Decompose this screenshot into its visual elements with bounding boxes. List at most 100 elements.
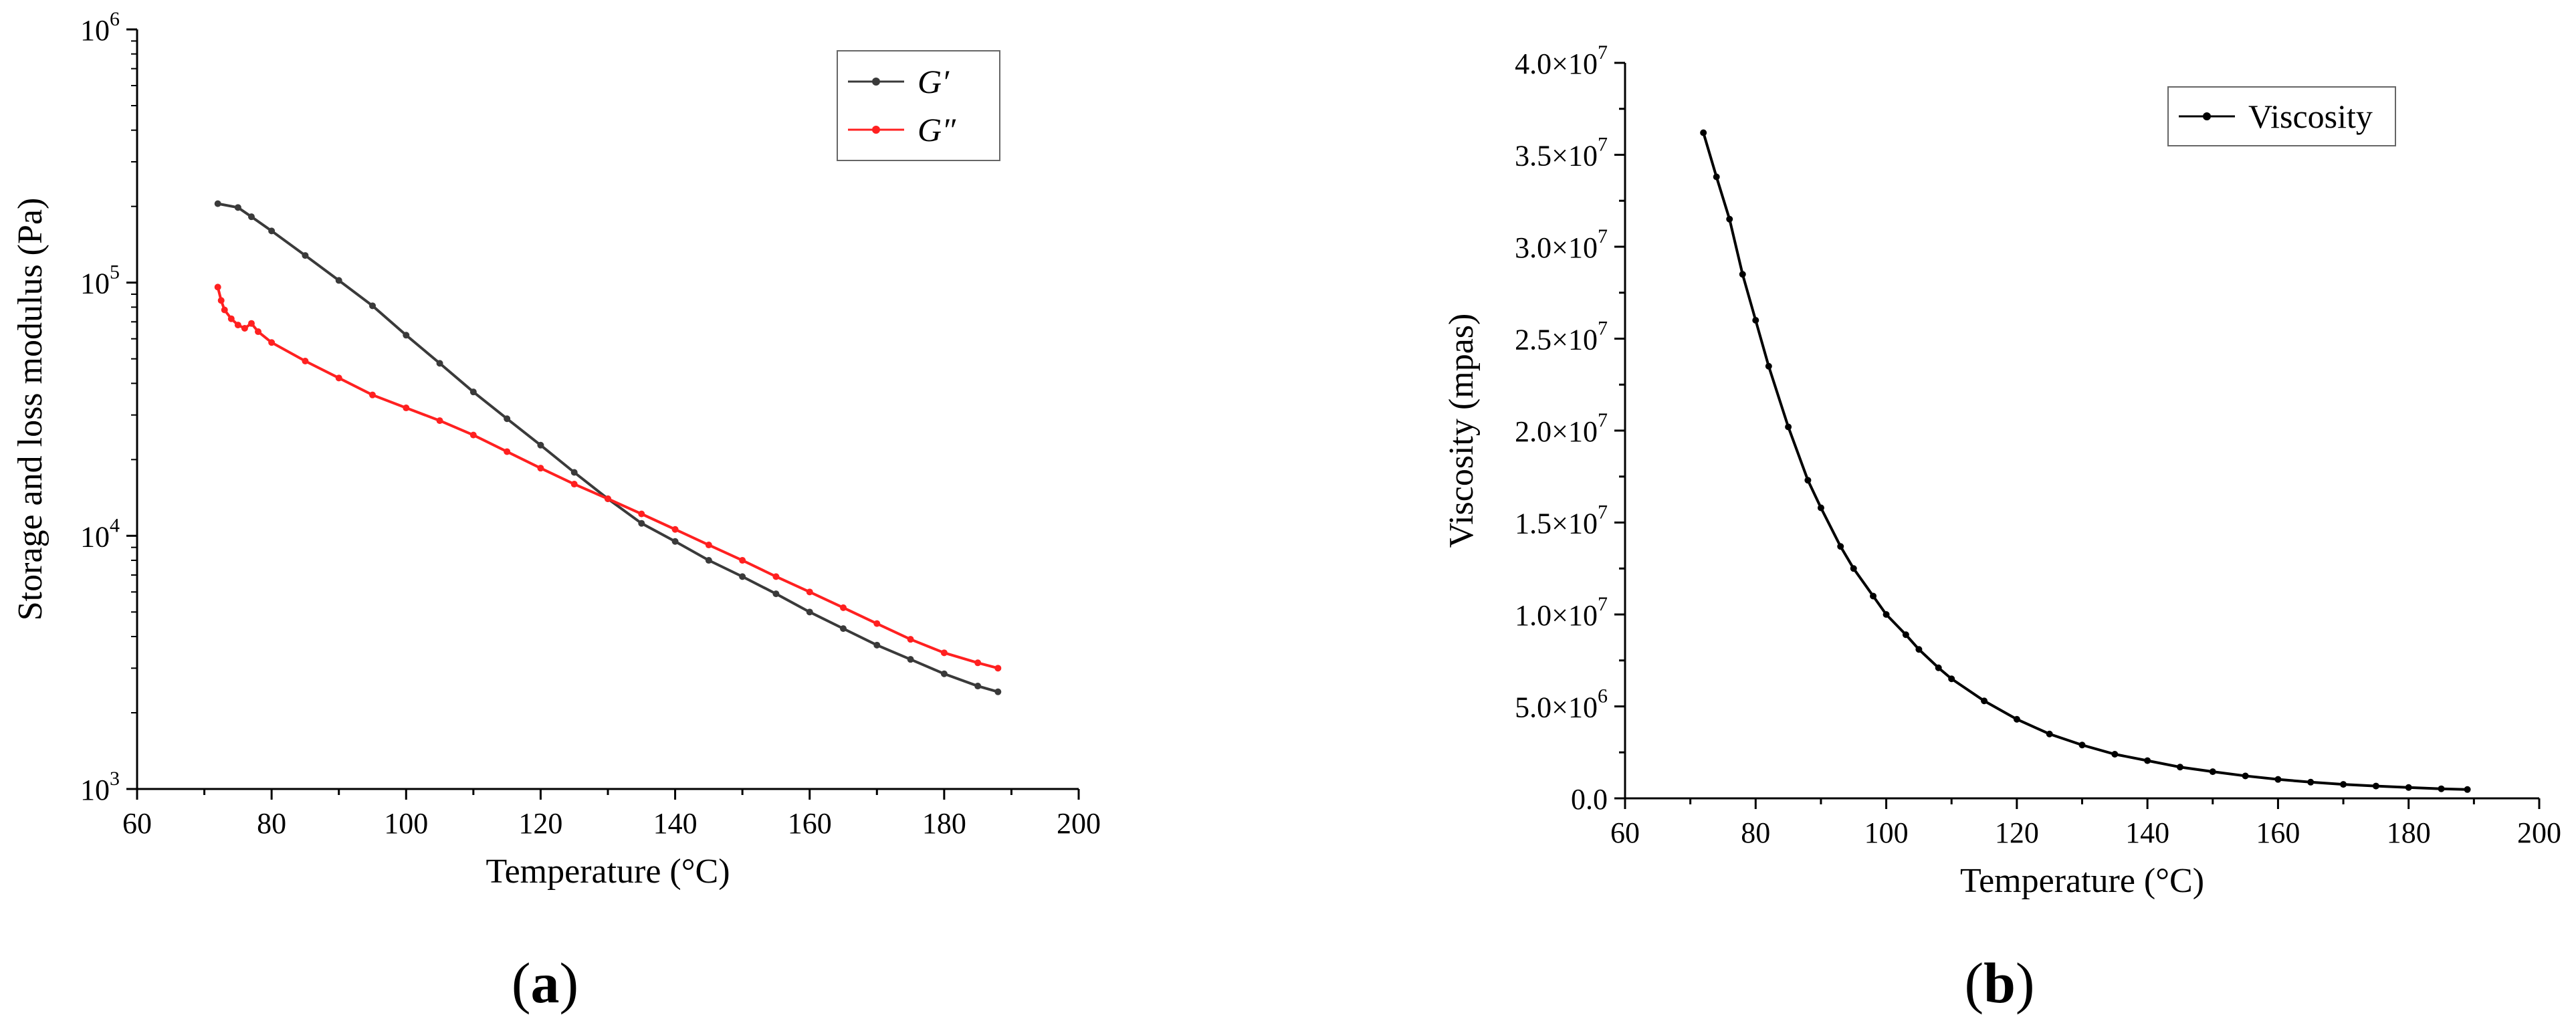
x-tick-label: 180 (2387, 816, 2431, 849)
x-tick-label: 160 (788, 807, 832, 840)
data-point (873, 620, 881, 627)
y-tick-base: 10 (80, 14, 110, 47)
y-tick-mantissa: 5.0×10 (1515, 691, 1598, 724)
data-point (940, 649, 948, 657)
data-point (974, 659, 982, 667)
data-point (570, 469, 578, 476)
series-1 (214, 200, 1002, 695)
data-point (537, 465, 544, 472)
series-line (217, 202, 998, 693)
data-point (268, 339, 276, 346)
x-tick-label: 80 (1741, 816, 1770, 849)
data-point (1981, 697, 1988, 705)
data-point (772, 590, 780, 598)
data-point (2013, 715, 2020, 723)
legend-label: G′ (918, 63, 950, 100)
y-tick-exponent: 7 (1598, 225, 1608, 247)
y-tick-base: 10 (80, 267, 110, 300)
data-point (840, 604, 847, 611)
x-tick-label: 120 (518, 807, 562, 840)
data-point (227, 315, 235, 322)
data-point (369, 302, 376, 310)
data-point (1752, 317, 1759, 324)
data-point (2078, 742, 2086, 749)
x-tick-label: 120 (1995, 816, 2039, 849)
y-tick-exponent: 7 (1598, 318, 1608, 340)
data-point (255, 328, 262, 336)
data-point (671, 526, 679, 533)
data-point (1817, 504, 1824, 511)
y-tick-label: 103 (80, 768, 120, 806)
data-point (469, 388, 477, 396)
data-point (436, 360, 443, 367)
y-tick-exponent: 3 (110, 768, 120, 790)
data-point (2274, 776, 2282, 783)
legend: Viscosity (2167, 86, 2396, 146)
data-point (1700, 129, 1707, 136)
x-tick-label: 60 (1610, 816, 1640, 849)
data-point (369, 391, 376, 399)
data-point (2144, 757, 2151, 764)
data-point (1726, 215, 1733, 223)
x-tick-label: 200 (1057, 807, 1101, 840)
y-tick-exponent: 7 (1598, 134, 1608, 156)
series-line (216, 286, 998, 670)
y-tick-mantissa: 1.5×10 (1515, 507, 1598, 540)
modulus-chart: 60 80 100 120 140 160 180 200103104105106Temper… (11, 8, 1101, 891)
y-tick-base: 10 (80, 520, 110, 553)
legend-swatch-marker (872, 78, 880, 86)
data-point (2046, 730, 2053, 737)
y-tick-mantissa: 3.0×10 (1515, 231, 1598, 264)
y-tick-base: 10 (80, 774, 110, 806)
data-point (234, 204, 241, 211)
data-point (705, 542, 712, 549)
legend: G′ G″ (837, 50, 1000, 161)
viscosity-chart: 60 80 100 120 140 160 180 2000.05.0×1061.0×1071… (1442, 41, 2561, 900)
data-point (469, 431, 477, 439)
y-tick-mantissa: 0.0 (1571, 783, 1608, 816)
data-point (335, 277, 342, 284)
y-axis-label: Storage and loss modulus (Pa) (11, 198, 49, 621)
data-point (806, 608, 813, 616)
legend-label: G″ (918, 111, 956, 148)
data-point (335, 374, 342, 382)
data-point (940, 670, 948, 677)
series-line (1702, 132, 2468, 791)
x-tick-label: 180 (922, 807, 966, 840)
y-tick-exponent: 6 (110, 8, 120, 30)
y-tick-exponent: 7 (1598, 41, 1608, 64)
data-point (1883, 611, 1890, 618)
y-tick-exponent: 7 (1598, 409, 1608, 431)
data-point (504, 448, 511, 455)
data-point (638, 510, 645, 518)
y-tick-exponent: 7 (1598, 501, 1608, 524)
data-point (2242, 772, 2249, 780)
data-point (2438, 785, 2445, 792)
x-tick-label: 140 (653, 807, 697, 840)
data-point (1948, 675, 1955, 683)
data-point (907, 636, 914, 643)
y-tick-label: 3.5×107 (1515, 134, 1608, 173)
y-tick-label: 4.0×107 (1515, 41, 1608, 80)
data-point (1850, 565, 1857, 572)
y-axis-label: Viscosity (mpas) (1442, 314, 1481, 548)
y-tick-label: 3.0×107 (1515, 225, 1608, 264)
data-point (2307, 778, 2315, 786)
data-point (241, 324, 248, 332)
data-point (2176, 764, 2183, 771)
data-point (2372, 782, 2379, 790)
data-point (605, 495, 611, 502)
data-point (214, 283, 221, 291)
x-tick-label: 140 (2125, 816, 2169, 849)
y-tick-label: 0.0 (1571, 783, 1608, 816)
data-point (247, 213, 255, 221)
data-point (221, 306, 228, 314)
data-point (1713, 173, 1720, 181)
data-point (974, 683, 982, 690)
y-tick-exponent: 7 (1598, 593, 1608, 615)
y-tick-label: 106 (80, 8, 120, 47)
x-tick-label: 60 (122, 807, 152, 840)
y-tick-label: 105 (80, 261, 120, 300)
data-point (2405, 784, 2412, 791)
data-point (2464, 786, 2471, 793)
